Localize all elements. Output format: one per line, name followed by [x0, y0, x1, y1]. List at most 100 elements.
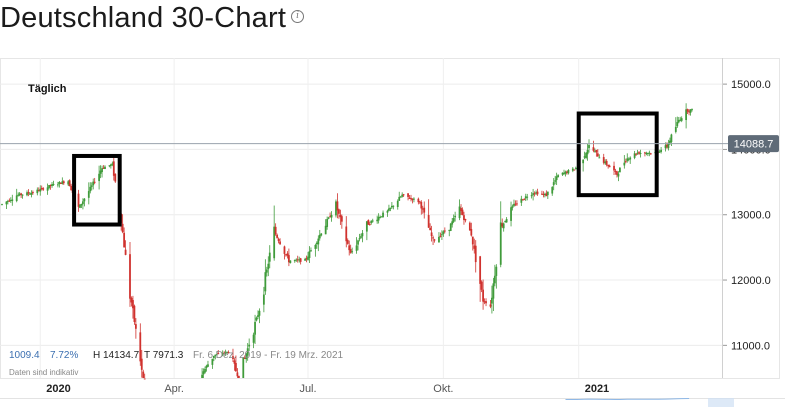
candle-body: [523, 198, 526, 200]
candle-body: [336, 201, 339, 211]
candle-body: [330, 214, 333, 218]
highlight-box: [576, 111, 659, 198]
candle-body: [5, 201, 8, 205]
candle-body: [482, 289, 484, 302]
candle-body: [70, 185, 73, 191]
candle-body: [142, 371, 145, 378]
grid: [0, 83, 722, 346]
last-price-label: 14088.7: [734, 139, 774, 151]
candle-body: [295, 259, 298, 261]
candle-body: [443, 230, 446, 232]
candle-body: [236, 372, 239, 377]
candle-body: [629, 157, 632, 160]
frequency-label[interactable]: Täglich: [28, 83, 67, 95]
page-title: Deutschland 30-Chart i: [0, 2, 305, 35]
candle-body: [365, 221, 368, 232]
candle-body: [660, 149, 663, 152]
candle-body: [433, 239, 436, 241]
page-title-text: Deutschland 30-Chart: [0, 2, 287, 34]
last-price-tag: 14088.7: [728, 135, 779, 153]
candle-body: [49, 184, 52, 186]
candle-body: [98, 173, 101, 182]
stat-high: H 14134.7: [93, 350, 140, 361]
candle-body: [563, 172, 565, 174]
candle-body: [93, 181, 96, 183]
navigator[interactable]: [0, 398, 785, 407]
candle-body: [454, 215, 457, 218]
candle-body: [533, 193, 536, 195]
info-icon[interactable]: i: [291, 9, 305, 23]
candle-body: [217, 353, 220, 355]
candle-body: [17, 194, 20, 196]
candle-body: [639, 152, 642, 154]
candle-body: [382, 212, 384, 218]
candle-body: [79, 204, 81, 208]
candle-body: [679, 119, 682, 121]
candle-body: [417, 198, 420, 203]
candle-body: [624, 161, 627, 163]
plot-frame: [0, 58, 780, 379]
candle-body: [257, 315, 259, 318]
vertical-gridlines: [39, 58, 580, 378]
candle-body: [1, 204, 3, 206]
candle-body: [676, 122, 679, 127]
candle-body: [355, 245, 358, 251]
candle-body: [669, 140, 671, 144]
candle-body: [273, 226, 276, 259]
candle-body: [386, 210, 389, 213]
candle-body: [262, 294, 265, 305]
candle-body: [224, 351, 227, 354]
candle-body: [90, 185, 93, 187]
candle-body: [543, 193, 546, 195]
candle-body: [252, 334, 255, 343]
candle-body: [265, 269, 268, 273]
candle-body: [318, 234, 321, 239]
candle-body: [15, 195, 18, 201]
candle-body: [493, 275, 496, 284]
candle-body: [623, 162, 626, 166]
candle-body: [427, 215, 430, 228]
candle-body: [214, 354, 217, 357]
candle-body: [442, 231, 445, 235]
candle-body: [235, 363, 237, 372]
candle-body: [285, 254, 287, 256]
y-tick-label: 11000.0: [731, 340, 770, 352]
x-axis: 2020 Apr. Jul. Okt. 2021: [46, 383, 609, 395]
candle-body: [6, 200, 9, 202]
candle-body: [111, 163, 114, 165]
candle-body: [460, 208, 462, 212]
candle-body: [379, 216, 382, 218]
candle-body: [658, 151, 661, 153]
x-tick-label: Jul.: [299, 383, 316, 395]
candle-body: [258, 310, 261, 316]
candle-body: [77, 193, 80, 207]
candle-body: [36, 189, 39, 194]
candle-body: [468, 222, 471, 231]
candle-body: [340, 216, 343, 222]
candle-body: [674, 126, 677, 132]
candle-body: [338, 209, 340, 214]
candle-body: [532, 193, 535, 195]
candle-body: [583, 156, 586, 158]
candle-body: [223, 352, 226, 354]
candle-body: [686, 109, 689, 112]
candle-body: [58, 182, 61, 185]
candle-body: [345, 226, 348, 242]
candle-body: [485, 301, 487, 304]
candle-body: [677, 119, 680, 123]
candle-body: [283, 246, 286, 254]
candle-body: [448, 229, 451, 231]
candle-body: [30, 193, 33, 195]
candle-body: [535, 192, 537, 194]
candle-body: [551, 187, 554, 194]
candle-body: [102, 167, 105, 169]
candle-body: [26, 192, 28, 196]
candle-body: [202, 371, 205, 375]
candle-body: [326, 219, 329, 227]
candle-body: [211, 358, 214, 365]
candle-body: [418, 201, 421, 203]
candle-body: [237, 375, 240, 378]
candle-body: [21, 194, 24, 196]
candle-body: [644, 152, 646, 154]
